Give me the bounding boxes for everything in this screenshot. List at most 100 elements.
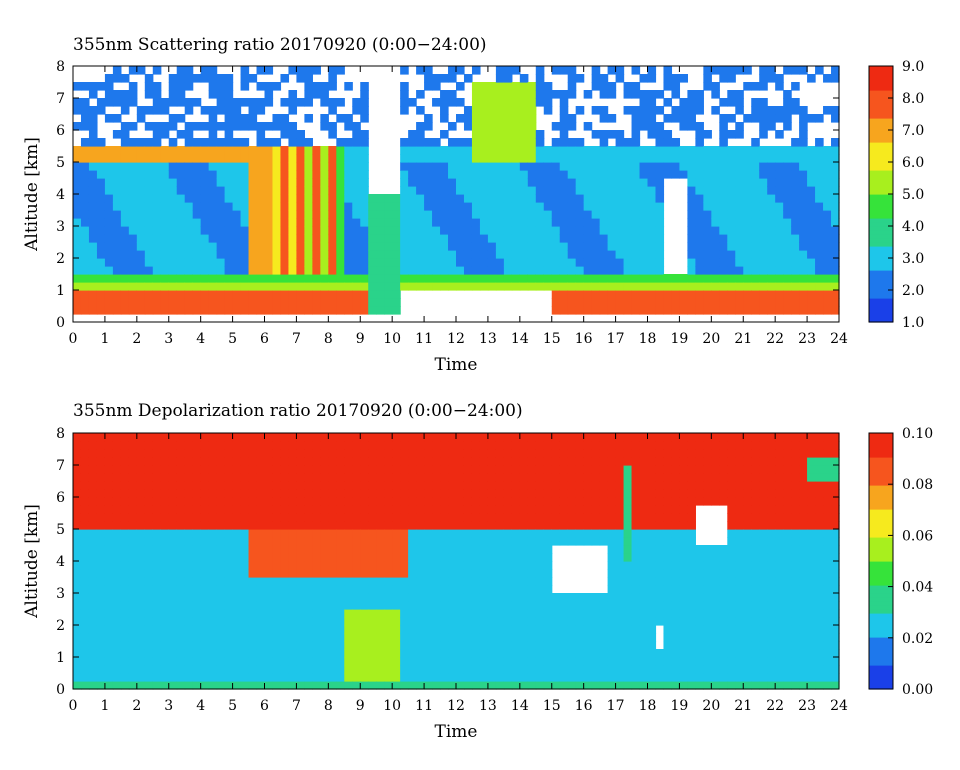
scattering-ratio-cell	[471, 106, 481, 115]
depolarization-ratio-cell	[559, 433, 569, 442]
scattering-ratio-cell	[184, 210, 194, 219]
depolarization-ratio-cell	[408, 553, 417, 562]
scattering-ratio-cell	[463, 218, 473, 227]
depolarization-ratio-cell	[224, 513, 234, 522]
scattering-ratio-cell	[80, 266, 90, 275]
depolarization-ratio-cell	[328, 617, 337, 626]
depolarization-ratio-cell	[567, 513, 577, 522]
scattering-ratio-cell	[280, 194, 290, 203]
scattering-ratio-cell	[128, 154, 138, 163]
scattering-ratio-colorbar-band	[869, 122, 893, 127]
depolarization-ratio-cell	[312, 433, 321, 442]
depolarization-ratio-cell	[647, 577, 657, 586]
depolarization-ratio-cell	[216, 441, 226, 450]
depolarization-ratio-cell	[136, 465, 146, 474]
scattering-ratio-cell	[328, 274, 337, 283]
scattering-ratio-cell	[416, 194, 425, 203]
scattering-ratio-cell	[535, 146, 545, 155]
depolarization-ratio-cell	[479, 449, 489, 458]
scattering-ratio-cell	[727, 74, 736, 83]
depolarization-ratio-cell	[312, 481, 321, 490]
depolarization-ratio-cell	[80, 465, 90, 474]
scattering-ratio-cell	[168, 154, 178, 163]
scattering-ratio-cell	[791, 98, 800, 107]
depolarization-ratio-cell	[328, 657, 337, 666]
scattering-ratio-cell	[727, 266, 736, 275]
depolarization-ratio-cell	[80, 513, 90, 522]
depolarization-ratio-cell	[392, 481, 401, 490]
scattering-ratio-cell	[495, 82, 505, 91]
depolarization-ratio-cell	[152, 489, 162, 498]
scattering-ratio-cell	[224, 282, 234, 291]
scattering-ratio-cell	[240, 66, 250, 75]
depolarization-ratio-cell	[73, 577, 82, 586]
depolarization-ratio-cell	[232, 513, 242, 522]
scattering-ratio-cell	[543, 98, 553, 107]
depolarization-ratio-cell	[152, 649, 162, 658]
depolarization-ratio-cell	[352, 465, 361, 474]
scattering-ratio-cell	[751, 114, 760, 123]
scattering-ratio-cell	[376, 290, 385, 299]
depolarization-ratio-cell	[495, 529, 505, 538]
scattering-ratio-cell	[160, 258, 170, 267]
depolarization-ratio-cell	[104, 441, 114, 450]
scattering-ratio-cell	[607, 274, 617, 283]
scattering-ratio-cell	[639, 202, 649, 211]
scattering-ratio-cell	[543, 242, 553, 251]
depolarization-ratio-cell	[136, 529, 146, 538]
depolarization-ratio-cell	[456, 649, 465, 658]
scattering-ratio-cell	[719, 226, 728, 235]
depolarization-ratio-cell	[96, 609, 106, 618]
depolarization-ratio-cell	[559, 649, 569, 658]
depolarization-ratio-cell	[448, 449, 457, 458]
scattering-ratio-cell	[264, 178, 274, 187]
depolarization-ratio-cell	[495, 673, 505, 682]
depolarization-ratio-cell	[607, 641, 617, 650]
scattering-ratio-cell	[711, 298, 720, 307]
scattering-ratio-cell	[192, 74, 202, 83]
scattering-ratio-cell	[384, 298, 393, 307]
scattering-ratio-cell	[503, 162, 513, 171]
depolarization-ratio-cell	[160, 545, 170, 554]
depolarization-ratio-cell	[184, 641, 194, 650]
depolarization-ratio-cell	[607, 449, 617, 458]
depolarization-ratio-cell	[168, 545, 178, 554]
depolarization-ratio-cell	[519, 457, 529, 466]
scattering-ratio-cell	[360, 170, 369, 179]
scattering-ratio-cell	[655, 122, 665, 131]
scattering-ratio-cell	[336, 146, 345, 155]
depolarization-ratio-cell	[615, 481, 625, 490]
depolarization-ratio-cell	[296, 673, 305, 682]
scattering-ratio-cell	[360, 306, 369, 315]
scattering-ratio-cell	[272, 210, 282, 219]
depolarization-ratio-cell	[551, 489, 561, 498]
depolarization-ratio-cell	[144, 473, 154, 482]
depolarization-ratio-cell	[376, 601, 385, 610]
scattering-ratio-cell	[751, 194, 760, 203]
scattering-ratio-cell	[759, 154, 768, 163]
depolarization-ratio-cell	[216, 465, 226, 474]
scattering-ratio-cell	[719, 66, 728, 75]
scattering-ratio-cell	[336, 114, 345, 123]
scattering-ratio-cell	[112, 90, 122, 99]
depolarization-ratio-cell	[440, 521, 449, 530]
scattering-ratio-cell	[631, 202, 641, 211]
depolarization-ratio-cell	[647, 609, 657, 618]
scattering-ratio-cell	[807, 114, 816, 123]
scattering-ratio-cell	[559, 114, 569, 123]
depolarization-ratio-cell	[184, 529, 194, 538]
scattering-ratio-cell	[807, 298, 816, 307]
scattering-ratio-cell	[424, 250, 433, 259]
scattering-ratio-cell	[479, 202, 489, 211]
depolarization-ratio-cell	[144, 617, 154, 626]
depolarization-ratio-cell	[248, 529, 258, 538]
scattering-ratio-cell	[727, 146, 736, 155]
scattering-ratio-cell	[264, 226, 274, 235]
depolarization-ratio-cell	[511, 601, 521, 610]
scattering-ratio-cell	[703, 130, 712, 139]
scattering-ratio-cell	[695, 122, 704, 131]
depolarization-ratio-cell	[551, 433, 561, 442]
scattering-ratio-cell	[791, 290, 800, 299]
scattering-ratio-cell	[112, 154, 122, 163]
scattering-ratio-cell	[88, 210, 98, 219]
